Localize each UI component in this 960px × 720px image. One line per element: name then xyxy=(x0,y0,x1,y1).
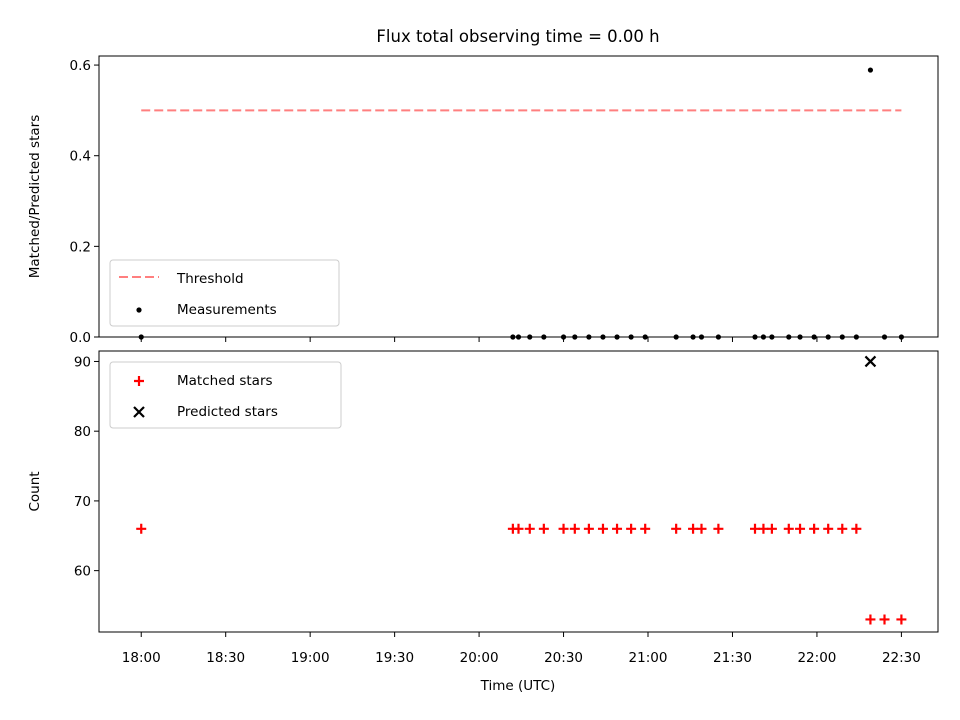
legend-label: Threshold xyxy=(176,271,244,287)
y-tick-label: 0.6 xyxy=(70,58,91,74)
matched-stars-point xyxy=(597,523,608,534)
x-tick-label: 18:30 xyxy=(206,650,245,666)
y-tick-label: 80 xyxy=(74,424,91,440)
x-axis-label: Time (UTC) xyxy=(480,678,556,694)
matched-stars-point xyxy=(688,523,699,534)
measurement-point xyxy=(867,67,874,73)
x-tick-label: 20:30 xyxy=(544,650,583,666)
bottom-panel: 60 70 80 90 18:00 18:30 19:00 19:30 20:00 20:30 21… xyxy=(27,350,939,666)
y-tick-label: 0.4 xyxy=(70,149,91,165)
matched-stars-point xyxy=(136,523,147,534)
matched-stars-point xyxy=(879,614,890,625)
matched-stars-point xyxy=(837,523,848,534)
chart-title: Flux total observing time = 0.00 h xyxy=(376,27,659,46)
top-panel: 0.0 0.2 0.4 0.6 Matched/Predicted stars Thres… xyxy=(27,55,939,346)
x-tick-label: 19:00 xyxy=(291,650,330,666)
axes-frame xyxy=(98,350,939,633)
legend-matched-swatch xyxy=(134,376,144,386)
x-tick-label: 21:00 xyxy=(629,650,668,666)
matched-stars-point xyxy=(513,523,524,534)
y-tick-label: 0.0 xyxy=(70,330,91,346)
x-tick-label: 20:00 xyxy=(460,650,499,666)
y-tick-label: 60 xyxy=(74,564,91,580)
x-tick-label: 19:30 xyxy=(375,650,414,666)
y-tick-label: 0.2 xyxy=(70,239,91,255)
x-tick-label: 22:30 xyxy=(882,650,921,666)
matched-stars-point xyxy=(626,523,637,534)
matched-stars-point xyxy=(783,523,794,534)
matched-stars-point xyxy=(538,523,549,534)
y-axis-label: Matched/Predicted stars xyxy=(27,115,43,278)
matched-stars-point xyxy=(851,523,862,534)
matched-stars-point xyxy=(823,523,834,534)
predicted-stars-point xyxy=(864,355,877,368)
matched-stars-point xyxy=(713,523,724,534)
x-tick-label: 21:30 xyxy=(713,650,752,666)
matched-stars-point xyxy=(896,614,907,625)
legend-label: Matched stars xyxy=(177,373,273,389)
legend-label: Predicted stars xyxy=(177,404,278,420)
matched-stars-point xyxy=(766,523,777,534)
matched-stars-point xyxy=(612,523,623,534)
matched-stars-point xyxy=(749,523,760,534)
y-tick-label: 70 xyxy=(74,494,91,510)
matched-stars-point xyxy=(558,523,569,534)
legend-box xyxy=(109,259,340,327)
x-tick-label: 18:00 xyxy=(122,650,161,666)
axes-frame xyxy=(98,55,939,338)
matched-stars-point xyxy=(671,523,682,534)
matched-stars-point xyxy=(583,523,594,534)
matched-stars-point xyxy=(640,523,651,534)
matched-stars-point xyxy=(809,523,820,534)
y-tick-label: 90 xyxy=(74,354,91,370)
x-tick-label: 22:00 xyxy=(797,650,836,666)
matched-stars-point xyxy=(795,523,806,534)
matched-stars-point xyxy=(696,523,707,534)
matched-stars-point xyxy=(524,523,535,534)
legend-measurement-swatch xyxy=(136,307,142,313)
legend-label: Measurements xyxy=(177,302,277,318)
y-axis-label: Count xyxy=(27,471,43,511)
matched-stars-point xyxy=(758,523,769,534)
matched-stars-point xyxy=(569,523,580,534)
legend-box xyxy=(109,361,342,429)
legend-predicted-swatch xyxy=(133,406,145,418)
matched-stars-point xyxy=(865,614,876,625)
